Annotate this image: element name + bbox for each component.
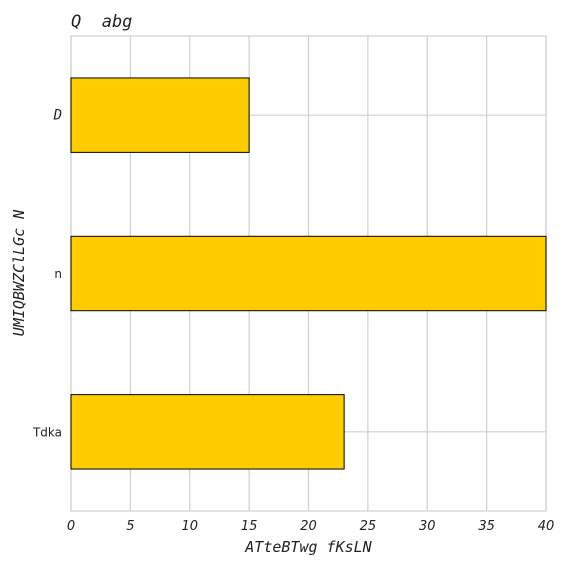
bar-n (70, 235, 547, 312)
y-axis-label: UMIQBWZClLGc N (10, 209, 28, 336)
x-tick-label: 40 (538, 519, 555, 534)
x-axis-label: ATteBTwg fKsLN (244, 538, 372, 556)
x-tick-label: 0 (67, 519, 75, 534)
chart-title: Q abg (71, 12, 132, 32)
bars (70, 77, 547, 470)
y-tick-labels: Tdka n D (32, 108, 62, 440)
x-tick-labels: 0 5 10 15 20 25 30 35 40 (67, 519, 554, 534)
y-tick-label: Tdka (32, 425, 62, 439)
y-tick-label: D (53, 108, 62, 124)
x-tick-label: 10 (181, 519, 198, 534)
x-tick-label: 35 (478, 519, 495, 534)
x-tick-label: 20 (300, 519, 317, 534)
x-tick-label: 15 (241, 519, 258, 534)
x-tick-label: 30 (419, 519, 436, 534)
bar-d (70, 77, 250, 153)
bar-tdka (70, 394, 345, 470)
x-tick-label: 25 (360, 519, 377, 534)
x-tick-label: 5 (126, 519, 134, 534)
y-tick-label: n (54, 267, 62, 281)
